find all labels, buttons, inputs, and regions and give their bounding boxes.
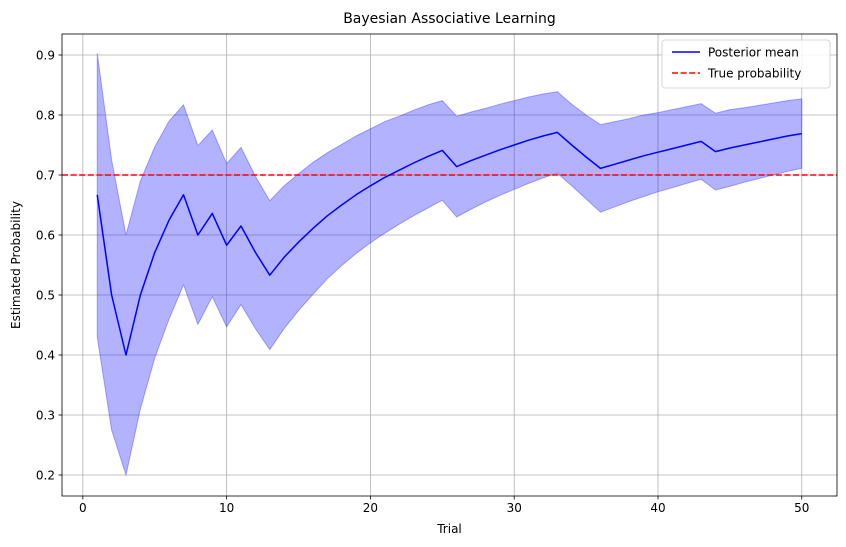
- y-tick-label: 0.6: [36, 228, 55, 242]
- line-layer: [96, 131, 802, 356]
- credible-band-area: [96, 53, 803, 477]
- x-tick-label: 0: [79, 501, 87, 515]
- x-tick-label: 30: [507, 501, 522, 515]
- y-tick-label: 0.7: [36, 168, 55, 182]
- x-tick-label: 40: [650, 501, 665, 515]
- posterior-mean-line: [96, 131, 802, 356]
- legend: Posterior mean True probability: [661, 39, 831, 89]
- legend-label: Posterior mean: [708, 45, 799, 59]
- y-tick-label: 0.4: [36, 348, 55, 362]
- legend-box: [661, 39, 831, 89]
- y-tick-label: 0.3: [36, 408, 55, 422]
- plot-frame: [61, 33, 838, 497]
- y-tick-label: 0.5: [36, 288, 55, 302]
- x-tick-label: 50: [794, 501, 809, 515]
- y-tick-label: 0.9: [36, 48, 55, 62]
- y-tick-label: 0.2: [36, 468, 55, 482]
- x-tick-label: 20: [363, 501, 378, 515]
- credible-band: [96, 53, 803, 477]
- y-axis-label: Estimated Probability: [9, 201, 23, 329]
- ticks: 0 10 20 30 40 50 0.2 0.3 0.4 0.5 0.6 0.7 0.8 0.9: [36, 48, 810, 515]
- legend-label: True probability: [707, 66, 801, 80]
- y-tick-label: 0.8: [36, 108, 55, 122]
- x-tick-label: 10: [219, 501, 234, 515]
- x-axis-label: Trial: [436, 522, 462, 536]
- chart-title: Bayesian Associative Learning: [343, 11, 556, 27]
